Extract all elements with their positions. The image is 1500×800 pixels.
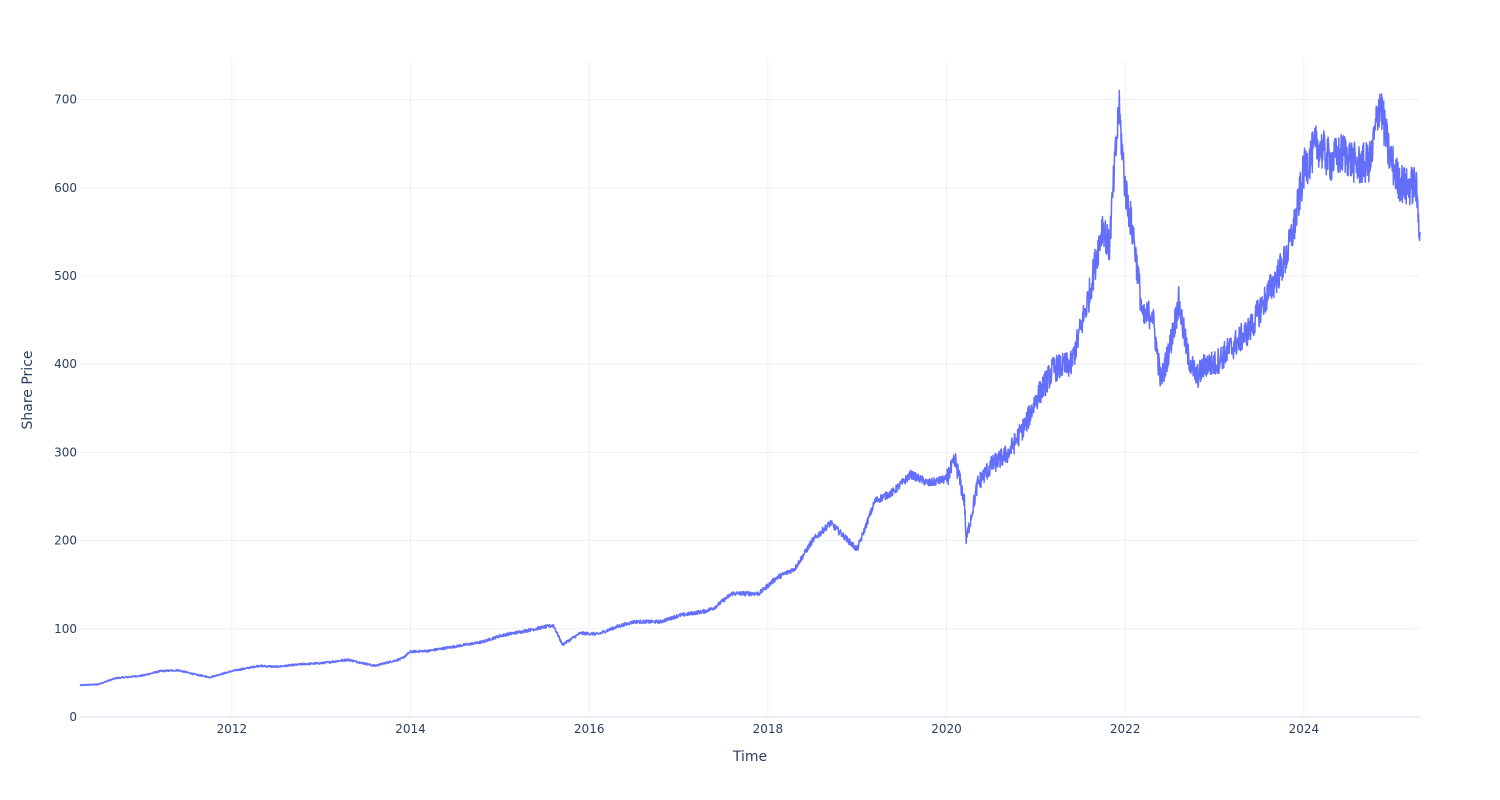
- y-tick-label: 300: [54, 445, 77, 459]
- x-tick-label: 2012: [217, 722, 248, 736]
- x-tick-label: 2022: [1110, 722, 1141, 736]
- x-tick-label: 2016: [574, 722, 605, 736]
- series-layer: [79, 89, 1421, 687]
- gridlines: [80, 60, 1420, 718]
- x-axis-ticks: 2012 2014 2016 2018 2020 2022 2024: [217, 722, 1320, 736]
- y-tick-label: 500: [54, 269, 77, 283]
- x-tick-label: 2018: [753, 722, 784, 736]
- y-tick-label: 600: [54, 181, 77, 195]
- x-axis-title: Time: [732, 749, 767, 765]
- x-tick-label: 2020: [931, 722, 962, 736]
- y-tick-label: 200: [54, 534, 77, 548]
- y-tick-label: 0: [69, 710, 77, 724]
- y-axis-title: Share Price: [20, 350, 36, 429]
- y-axis-ticks: 0 100 200 300 400 500 600 700: [54, 93, 77, 724]
- y-tick-label: 100: [54, 622, 77, 636]
- x-tick-label: 2024: [1289, 722, 1320, 736]
- y-tick-label: 400: [54, 357, 77, 371]
- y-tick-label: 700: [54, 93, 77, 107]
- series-line: [79, 89, 1421, 687]
- x-tick-label: 2014: [395, 722, 426, 736]
